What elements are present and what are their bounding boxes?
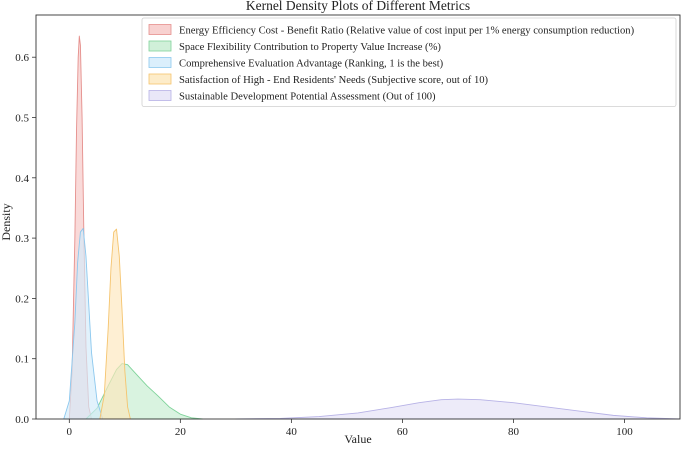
legend: Energy Efficiency Cost - Benefit Ratio (… [141,17,677,107]
legend-swatch-2 [148,40,172,52]
x-tick-label: 60 [397,426,409,438]
x-axis: 0 20 40 60 80 100 [67,419,633,438]
legend-box [141,17,677,107]
legend-swatch-3 [148,57,172,68]
legend-swatch-4 [148,73,172,85]
x-tick-label: 20 [175,426,187,438]
x-axis-title: Value [344,432,371,445]
y-tick-label: 0.6 [15,52,29,64]
density-area-3 [63,228,104,420]
y-tick-label: 0.4 [15,173,29,185]
x-tick-label: 100 [616,426,633,438]
y-tick-label: 0.1 [15,354,29,366]
x-tick-label: 80 [508,426,520,438]
y-tick-label: 0.2 [15,293,29,305]
y-axis-title: Density [0,203,13,240]
y-axis: 0.0 0.1 0.2 0.3 0.4 0.5 0.6 [15,52,36,426]
legend-label-2: Space Flexibility Contribution to Proper… [179,42,441,53]
density-area-4 [99,228,131,420]
chart-title: Kernel Density Plots of Different Metric… [246,0,470,13]
density-areas [63,35,681,420]
legend-label-1: Energy Efficiency Cost - Benefit Ratio (… [179,26,635,37]
legend-label-3: Comprehensive Evaluation Advantage (Rank… [179,59,444,70]
density-area-5 [235,398,681,420]
y-tick-label: 0.0 [15,414,29,426]
y-tick-label: 0.5 [15,113,29,125]
legend-label-4: Satisfaction of High - End Residents' Ne… [179,75,489,86]
legend-swatch-5 [148,90,172,101]
y-tick-label: 0.3 [15,233,29,245]
legend-label-5: Sustainable Development Potential Assess… [179,92,436,103]
plot-frame [35,14,681,420]
x-tick-label: 40 [286,426,298,438]
legend-swatch-1 [148,24,172,35]
x-tick-label: 0 [67,426,73,438]
